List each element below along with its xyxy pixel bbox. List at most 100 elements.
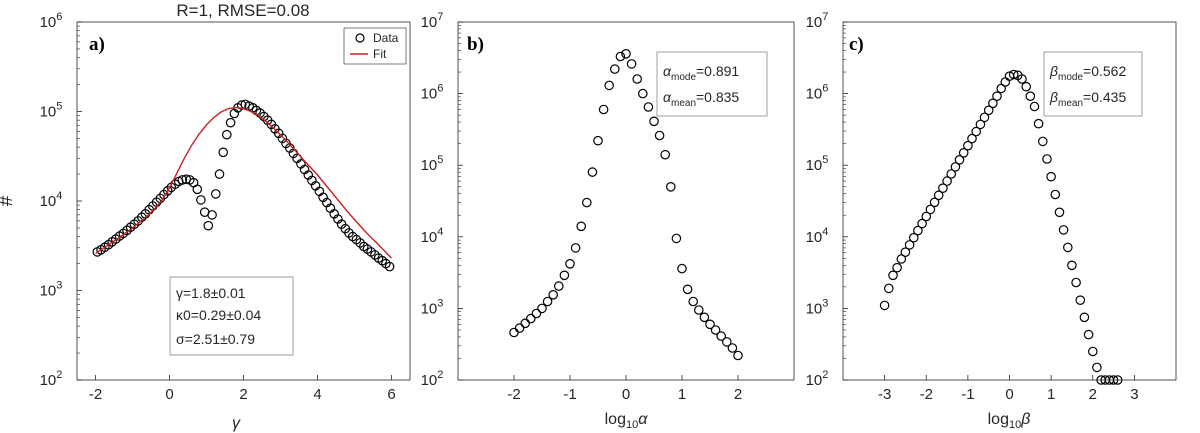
- data-point: [716, 331, 726, 341]
- data-point: [626, 59, 637, 69]
- data-point: [531, 308, 542, 319]
- data-point: [963, 140, 973, 151]
- annotation-alpha-mean-value: =0.835: [696, 89, 739, 105]
- data-point: [671, 233, 682, 244]
- annotation-sigma: σ=2.51±0.79: [176, 331, 255, 347]
- data-point: [733, 350, 743, 361]
- annotation-beta-mode-subscript: mode: [1058, 72, 1083, 83]
- data-point: [649, 116, 659, 127]
- data-point: [214, 169, 225, 179]
- panel-b-annotation: αmode=0.891 αmean=0.835: [656, 51, 768, 117]
- data-point: [1017, 74, 1027, 84]
- data-point: [705, 319, 715, 330]
- data-point: [581, 197, 592, 208]
- annotation-beta-mode-value: =0.562: [1083, 63, 1126, 79]
- data-point: [896, 254, 907, 264]
- data-point: [525, 313, 536, 324]
- annotation-beta-mode: βmode=0.562: [1049, 63, 1126, 83]
- x-tick-label: -1: [961, 386, 974, 403]
- annotation-box-b: [656, 51, 768, 117]
- x-tick-label: 2: [734, 386, 742, 403]
- data-point: [693, 305, 704, 315]
- x-tick-label: -2: [89, 386, 102, 403]
- data-point: [1042, 154, 1052, 164]
- data-point: [1046, 171, 1056, 182]
- annotation-alpha-mean-subscript: mean: [671, 98, 696, 109]
- data-point: [604, 80, 614, 91]
- panel-a-ylabel: #: [0, 195, 17, 206]
- panel-c-letter: c): [849, 34, 864, 55]
- data-point: [553, 281, 564, 291]
- data-point: [699, 312, 710, 323]
- x-tick-label: -2: [920, 386, 933, 403]
- x-tick-label: 4: [313, 386, 321, 403]
- data-point: [900, 247, 911, 257]
- data-point: [621, 48, 631, 59]
- x-tick-label: 3: [1130, 386, 1138, 403]
- data-point: [921, 211, 932, 222]
- panel-a-marks: [92, 99, 395, 272]
- data-point: [609, 64, 620, 74]
- legend-box: [343, 27, 407, 65]
- panel-a-annotation: γ=1.8±0.01 κ0=0.29±0.04 σ=2.51±0.79: [169, 276, 294, 356]
- data-point: [559, 270, 570, 281]
- data-point: [727, 343, 738, 353]
- data-point: [1029, 101, 1040, 112]
- panel-b-marks: [509, 48, 743, 361]
- data-point: [643, 102, 654, 112]
- panel-a-legend: Data Fit: [343, 27, 407, 65]
- data-point: [576, 221, 586, 232]
- data-point: [177, 175, 188, 185]
- data-point: [570, 243, 581, 253]
- data-point: [654, 130, 665, 141]
- panel-a-xlabel: γ: [232, 415, 241, 432]
- data-point: [1075, 295, 1086, 305]
- annotation-alpha-mode-subscript: mode: [671, 72, 696, 83]
- annotation-beta-mean-subscript: mean: [1058, 98, 1083, 109]
- data-point: [1088, 346, 1098, 357]
- annotation-beta-mode-symbol: β: [1049, 63, 1058, 79]
- data-point: [665, 182, 676, 192]
- x-tick-label: -1: [563, 386, 576, 403]
- annotation-alpha-mode-symbol: α: [663, 63, 672, 79]
- data-point: [1079, 312, 1090, 323]
- data-point: [967, 133, 977, 144]
- data-point: [710, 325, 721, 335]
- data-point: [615, 51, 626, 62]
- panel-b-xlabel: log10α: [605, 411, 649, 431]
- annotation-beta-mean-symbol: β: [1049, 89, 1058, 105]
- data-point: [929, 197, 940, 208]
- data-point: [1058, 225, 1069, 235]
- data-point: [958, 148, 969, 158]
- legend-data-marker: [355, 33, 365, 43]
- data-point: [384, 261, 395, 272]
- x-tick-label: 1: [678, 386, 686, 403]
- data-point: [1067, 260, 1077, 271]
- x-tick-label: 0: [622, 386, 630, 403]
- data-point: [1083, 329, 1094, 340]
- panel-a-letter: a): [89, 34, 105, 55]
- data-point: [236, 100, 247, 110]
- data-point: [1038, 136, 1048, 147]
- data-point: [593, 135, 603, 146]
- data-point: [938, 183, 948, 193]
- data-point: [632, 74, 642, 84]
- annotation-gamma: γ=1.8±0.01: [176, 285, 246, 301]
- data-point: [1033, 118, 1044, 129]
- legend-data-label: Data: [373, 31, 399, 45]
- data-point: [660, 149, 670, 160]
- data-point: [1063, 242, 1073, 253]
- data-point: [954, 155, 965, 165]
- data-point: [892, 262, 902, 273]
- data-point: [537, 303, 547, 314]
- data-point: [913, 225, 923, 236]
- x-tick-label: 0: [1005, 386, 1013, 403]
- data-point: [598, 104, 609, 115]
- data-point: [979, 112, 990, 123]
- data-point: [1050, 189, 1061, 200]
- panel-b-letter: b): [467, 34, 484, 55]
